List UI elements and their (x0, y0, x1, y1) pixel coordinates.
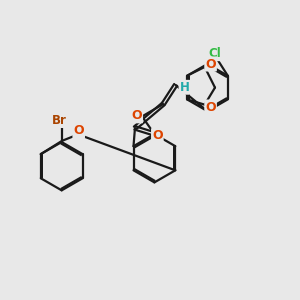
Text: Cl: Cl (209, 47, 221, 60)
Text: O: O (131, 109, 142, 122)
Text: O: O (205, 58, 216, 70)
Text: O: O (205, 100, 216, 113)
Text: O: O (152, 129, 163, 142)
Text: Br: Br (52, 114, 67, 127)
Text: H: H (179, 81, 189, 94)
Text: O: O (74, 124, 84, 137)
